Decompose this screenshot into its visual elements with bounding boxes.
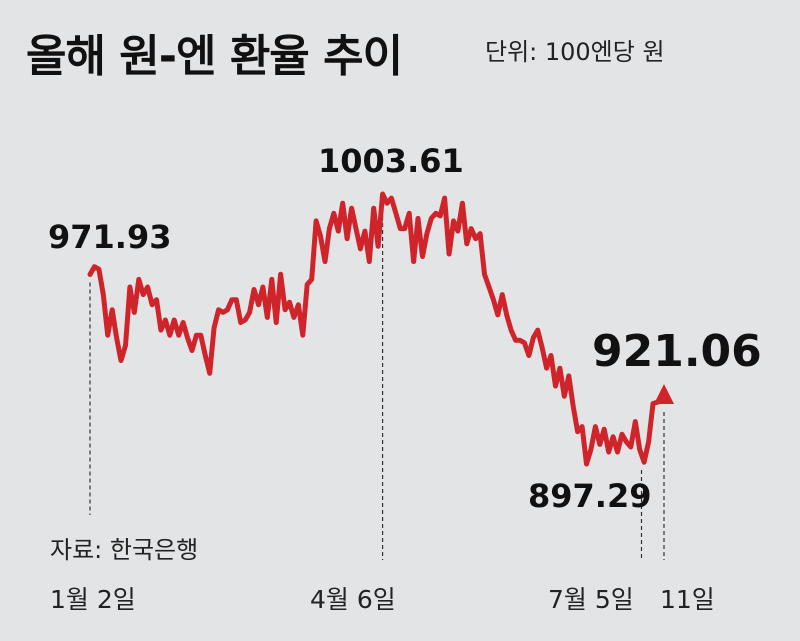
annotation-1003-61: 1003.61	[318, 142, 464, 180]
annotation-921-06: 921.06	[592, 326, 762, 377]
chart-title: 올해 원-엔 환율 추이	[26, 31, 403, 82]
x-tick-label: 1월 2일	[50, 585, 136, 614]
x-tick-label: 7월 5일	[548, 585, 634, 614]
guide-lines	[89, 202, 665, 560]
x-tick-label: 11일	[660, 585, 715, 614]
unit-label: 단위: 100엔당 원	[485, 38, 665, 66]
source-note: 자료: 한국은행	[50, 536, 199, 564]
end-arrow-head	[654, 384, 674, 404]
x-axis-ticks: 1월 2일 4월 6일 7월 5일 11일	[50, 585, 715, 614]
exchange-rate-line	[87, 191, 667, 467]
x-tick-label: 4월 6일	[310, 585, 396, 614]
value-annotations: 971.93 1003.61 897.29 921.06	[48, 142, 762, 515]
annotation-971-93: 971.93	[48, 218, 171, 256]
annotation-897-29: 897.29	[528, 477, 651, 515]
